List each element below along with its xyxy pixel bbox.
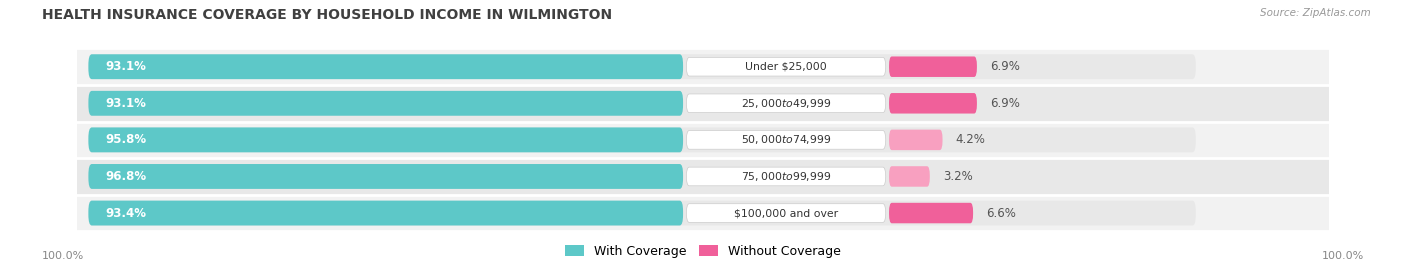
Text: 96.8%: 96.8% [105,170,146,183]
FancyBboxPatch shape [686,204,886,222]
Bar [77,122,1329,158]
FancyBboxPatch shape [89,54,1195,79]
Bar [77,85,1329,122]
Text: Source: ZipAtlas.com: Source: ZipAtlas.com [1260,8,1371,18]
Text: HEALTH INSURANCE COVERAGE BY HOUSEHOLD INCOME IN WILMINGTON: HEALTH INSURANCE COVERAGE BY HOUSEHOLD I… [42,8,612,22]
FancyBboxPatch shape [686,130,886,149]
FancyBboxPatch shape [889,56,977,77]
FancyBboxPatch shape [686,94,886,113]
FancyBboxPatch shape [89,128,1195,152]
FancyBboxPatch shape [889,166,929,187]
Text: 93.4%: 93.4% [105,207,146,220]
Text: Under $25,000: Under $25,000 [745,62,827,72]
Bar [77,195,1329,231]
Text: 3.2%: 3.2% [943,170,973,183]
FancyBboxPatch shape [686,57,886,76]
Text: 95.8%: 95.8% [105,133,146,146]
Text: 4.2%: 4.2% [956,133,986,146]
Text: 100.0%: 100.0% [42,251,84,261]
FancyBboxPatch shape [889,130,942,150]
Bar [77,158,1329,195]
FancyBboxPatch shape [89,201,1195,225]
Text: 93.1%: 93.1% [105,97,146,110]
FancyBboxPatch shape [89,91,683,116]
FancyBboxPatch shape [89,164,1195,189]
Text: 93.1%: 93.1% [105,60,146,73]
FancyBboxPatch shape [89,128,683,152]
FancyBboxPatch shape [89,54,683,79]
FancyBboxPatch shape [889,93,977,114]
Text: $75,000 to $99,999: $75,000 to $99,999 [741,170,831,183]
Text: $100,000 and over: $100,000 and over [734,208,838,218]
FancyBboxPatch shape [89,201,683,225]
Text: 100.0%: 100.0% [1322,251,1364,261]
Legend: With Coverage, Without Coverage: With Coverage, Without Coverage [561,240,845,263]
Text: $50,000 to $74,999: $50,000 to $74,999 [741,133,831,146]
Text: 6.9%: 6.9% [990,97,1021,110]
Text: $25,000 to $49,999: $25,000 to $49,999 [741,97,831,110]
FancyBboxPatch shape [89,91,1195,116]
Bar [77,48,1329,85]
FancyBboxPatch shape [89,164,683,189]
Text: 6.9%: 6.9% [990,60,1021,73]
FancyBboxPatch shape [686,167,886,186]
Text: 6.6%: 6.6% [987,207,1017,220]
FancyBboxPatch shape [889,203,973,223]
